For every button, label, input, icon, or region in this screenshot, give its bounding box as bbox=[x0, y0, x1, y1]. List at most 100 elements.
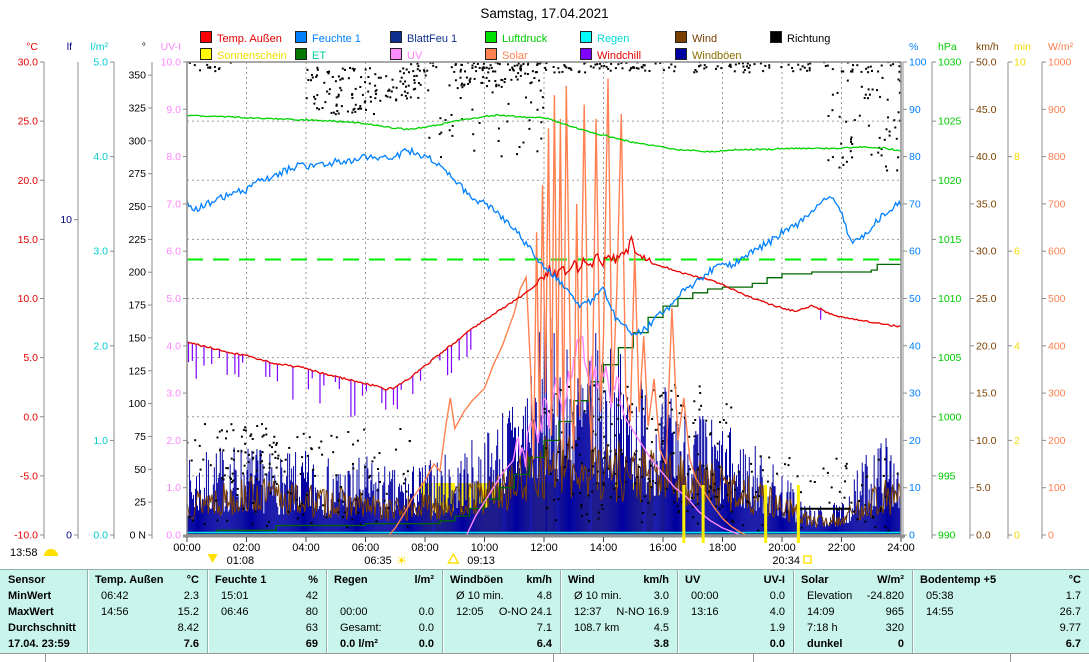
axes: 30.025.020.015.010.05.00.0-5.0-10.0°C100… bbox=[14, 41, 1074, 554]
solar-tick-label: 700 bbox=[1048, 198, 1066, 210]
feuchte-tick-label: 70 bbox=[909, 198, 921, 210]
legend-label: Windchill bbox=[597, 50, 642, 62]
legend-item-richtung: Richtung bbox=[770, 31, 830, 45]
column-header: UV bbox=[685, 574, 701, 586]
sonnenschein-tick-label: 8 bbox=[1014, 151, 1020, 163]
regen-axis-unit: l/m² bbox=[91, 41, 109, 53]
stat-value: 15.2 bbox=[177, 606, 199, 618]
legend-label: Feuchte 1 bbox=[312, 33, 361, 45]
uv-tick-label: 1.0 bbox=[166, 482, 181, 494]
table-separator bbox=[560, 570, 562, 653]
temp-tick-label: 20.0 bbox=[18, 175, 39, 187]
luftdruck-tick-label: 995 bbox=[938, 470, 956, 482]
legend-label: Solar bbox=[502, 50, 528, 62]
stat-time: dunkel bbox=[807, 638, 843, 650]
column-header: Bodentemp +5 bbox=[920, 574, 997, 586]
richtung-tick-label: 25 bbox=[134, 497, 146, 509]
stat-value: 69 bbox=[305, 638, 318, 650]
solar-series bbox=[187, 78, 901, 535]
sunshine-tick bbox=[764, 485, 768, 543]
x-axis-label: 02:00 bbox=[233, 542, 261, 554]
stat-value: 3.8 bbox=[653, 638, 669, 650]
solar-tick-label: 300 bbox=[1048, 388, 1066, 400]
luftdruck-axis-unit: hPa bbox=[938, 41, 957, 53]
stat-value: 9.77 bbox=[1059, 622, 1081, 634]
legend-swatch bbox=[580, 48, 592, 60]
stat-value: 26.7 bbox=[1059, 606, 1081, 618]
sunshine-tick bbox=[796, 485, 800, 543]
sunshine-tick bbox=[682, 485, 686, 543]
column-header: Feuchte 1 bbox=[215, 574, 267, 586]
column-unit: W/m² bbox=[877, 574, 904, 586]
column-unit: °C bbox=[1068, 574, 1081, 586]
luftdruck-tick-label: 1030 bbox=[938, 57, 962, 69]
legend-swatch bbox=[295, 31, 307, 43]
solar-tick-label: 400 bbox=[1048, 340, 1066, 352]
luftdruck-tick-label: 990 bbox=[938, 530, 956, 542]
x-axis-label: 22:00 bbox=[828, 542, 856, 554]
uv-tick-label: 9.0 bbox=[166, 104, 181, 116]
stat-time: Ø 10 min. bbox=[574, 590, 622, 602]
temp-tick-label: 30.0 bbox=[18, 57, 39, 69]
strip-divider bbox=[45, 654, 46, 662]
row-label: MinWert bbox=[8, 590, 52, 602]
x-axis-label: 08:00 bbox=[411, 542, 439, 554]
regen-tick-label: 1.0 bbox=[93, 435, 108, 447]
column-unit: UV-I bbox=[763, 574, 785, 586]
x-axis-label: 00:00 bbox=[173, 542, 201, 554]
table-separator bbox=[207, 570, 209, 653]
legend: Temp. Außen Feuchte 1 BlattFeu 1 Luftdruck R… bbox=[0, 0, 1089, 65]
regen-tick-label: 4.0 bbox=[93, 151, 108, 163]
x-axis-label: 10:00 bbox=[471, 542, 499, 554]
stat-value: 4.0 bbox=[769, 606, 785, 618]
temp-tick-label: 0.0 bbox=[23, 411, 38, 423]
sub-axis-time: 09:13 bbox=[467, 555, 495, 567]
legend-label: Sonnenschein bbox=[217, 50, 287, 62]
luftdruck-tick-label: 1010 bbox=[938, 293, 962, 305]
richtung-tick-label: 75 bbox=[134, 431, 146, 443]
stat-time: 05:38 bbox=[926, 590, 954, 602]
feuchte-tick-label: 10 bbox=[909, 482, 921, 494]
temp-tick-label: 10.0 bbox=[18, 293, 39, 305]
stat-time: Ø 10 min. bbox=[456, 590, 504, 602]
x-axis-label: 24:00 bbox=[887, 542, 915, 554]
legend-swatch bbox=[390, 48, 402, 60]
stat-time: 15:01 bbox=[221, 590, 249, 602]
stat-value: 320 bbox=[885, 622, 904, 634]
luftdruck-tick-label: 1015 bbox=[938, 234, 962, 246]
solar-tick-label: 500 bbox=[1048, 293, 1066, 305]
column-header: Solar bbox=[801, 574, 829, 586]
wind-tick-label: 10.0 bbox=[976, 435, 997, 447]
temp-tick-label: 5.0 bbox=[23, 352, 38, 364]
richtung-tick-label: 150 bbox=[128, 332, 146, 344]
stat-time: Elevation bbox=[807, 590, 853, 602]
bottom-strip bbox=[0, 653, 1089, 662]
wind-tick-label: 15.0 bbox=[976, 388, 997, 400]
uv-tick-label: 10.0 bbox=[161, 57, 182, 69]
feuchte-tick-label: 0 bbox=[909, 530, 915, 542]
x-axis-label: 06:00 bbox=[352, 542, 380, 554]
solar-tick-label: 0 bbox=[1048, 530, 1054, 542]
stat-value: 2.3 bbox=[183, 590, 199, 602]
legend-swatch bbox=[200, 31, 212, 43]
blattfeuchte-tick-label: 0 bbox=[66, 530, 72, 542]
stat-value: 0 bbox=[897, 638, 904, 650]
windchill-series bbox=[187, 309, 822, 418]
legend-item-solar: Solar bbox=[485, 48, 528, 62]
stat-value: 0.0 bbox=[769, 590, 785, 602]
rise-arrow-icon bbox=[447, 552, 460, 564]
richtung-tick-label: 200 bbox=[128, 267, 146, 279]
stat-value: 1.7 bbox=[1065, 590, 1081, 602]
x-axis-label: 18:00 bbox=[709, 542, 737, 554]
legend-item-et: ET bbox=[295, 48, 326, 62]
feuchte-tick-label: 60 bbox=[909, 246, 921, 258]
legend-item-windchill: Windchill bbox=[580, 48, 642, 62]
legend-label: BlattFeu 1 bbox=[407, 33, 458, 45]
luftdruck-tick-label: 1025 bbox=[938, 116, 962, 128]
regen-tick-label: 5.0 bbox=[93, 57, 108, 69]
set-arrow-icon bbox=[207, 554, 218, 563]
richtung-tick-label: 125 bbox=[128, 365, 146, 377]
legend-label: Windböen bbox=[692, 50, 742, 62]
sonnenschein-tick-label: 4 bbox=[1014, 340, 1020, 352]
regen-tick-label: 2.0 bbox=[93, 340, 108, 352]
